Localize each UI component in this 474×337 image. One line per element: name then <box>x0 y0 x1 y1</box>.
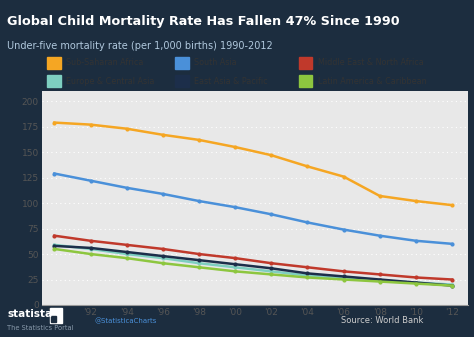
Bar <box>47 75 61 87</box>
Bar <box>299 57 312 68</box>
Text: Sub-Saharan Africa: Sub-Saharan Africa <box>66 58 144 67</box>
Text: South Asia: South Asia <box>194 58 237 67</box>
Bar <box>51 315 56 322</box>
Text: @StatisticaCharts: @StatisticaCharts <box>95 318 157 324</box>
Text: Latin America & Caribbean: Latin America & Caribbean <box>318 77 426 86</box>
Text: Middle East & North Africa: Middle East & North Africa <box>318 58 423 67</box>
Text: East Asia & Pacific: East Asia & Pacific <box>194 77 268 86</box>
Text: statista: statista <box>7 309 52 319</box>
Bar <box>50 308 62 323</box>
Bar <box>299 75 312 87</box>
Bar <box>175 75 189 87</box>
Bar <box>175 57 189 68</box>
Text: Source: World Bank: Source: World Bank <box>341 316 424 326</box>
Text: Europe & Central Asia: Europe & Central Asia <box>66 77 155 86</box>
Text: Under-five mortality rate (per 1,000 births) 1990-2012: Under-five mortality rate (per 1,000 bir… <box>7 41 273 51</box>
Bar <box>47 57 61 68</box>
Text: Global Child Mortality Rate Has Fallen 47% Since 1990: Global Child Mortality Rate Has Fallen 4… <box>7 14 400 28</box>
Text: The Statistics Portal: The Statistics Portal <box>7 325 73 331</box>
